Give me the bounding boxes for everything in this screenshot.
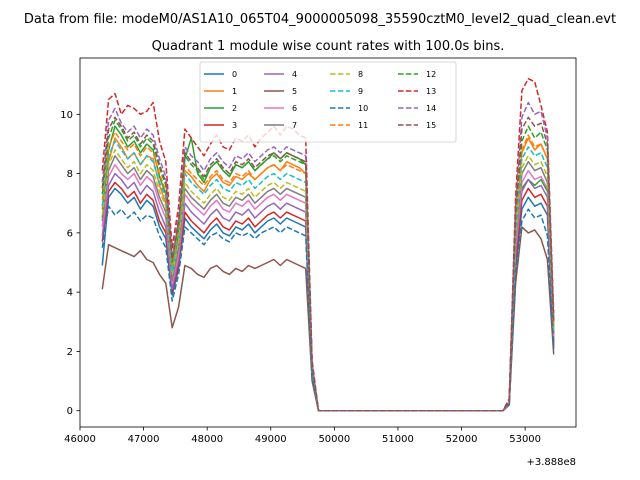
legend-label-8: 8: [358, 70, 363, 79]
x-tick-label: 53000: [509, 434, 541, 445]
legend-label-3: 3: [232, 121, 237, 130]
x-tick-label: 48000: [191, 434, 223, 445]
series-line-8: [101, 149, 555, 412]
series-line-14: [101, 101, 555, 412]
y-axis: 0 2 4 6 8 10: [60, 110, 80, 417]
y-tick-label: 10: [60, 110, 73, 121]
legend-label-10: 10: [358, 104, 368, 113]
legend-label-1: 1: [232, 87, 237, 96]
x-tick-label: 49000: [255, 434, 287, 445]
legend-label-4: 4: [292, 70, 297, 79]
x-tick-label: 50000: [318, 434, 350, 445]
chart-suptitle: Data from file: modeM0/AS1A10_065T04_900…: [24, 12, 616, 27]
y-tick-label: 2: [67, 347, 73, 358]
x-tick-label: 51000: [382, 434, 414, 445]
y-tick-label: 6: [67, 228, 73, 239]
x-tick-label: 52000: [446, 434, 478, 445]
legend-label-9: 9: [358, 87, 363, 96]
legend-label-11: 11: [358, 121, 368, 130]
y-tick-label: 0: [67, 406, 73, 417]
series-line-6: [101, 163, 555, 412]
series-line-15: [101, 116, 555, 412]
legend-label-0: 0: [232, 70, 237, 79]
legend-label-2: 2: [232, 104, 237, 113]
legend-label-13: 13: [426, 87, 436, 96]
y-tick-label: 4: [67, 288, 73, 299]
legend-label-5: 5: [292, 87, 297, 96]
x-tick-label: 47000: [128, 434, 160, 445]
legend-box: [199, 61, 457, 143]
x-offset-label: +3.888e8: [526, 457, 576, 468]
legend-label-15: 15: [426, 121, 436, 130]
chart-title: Quadrant 1 module wise count rates with …: [152, 39, 505, 54]
legend-label-12: 12: [426, 70, 436, 79]
legend-label-6: 6: [292, 104, 297, 113]
y-tick-label: 8: [67, 169, 73, 180]
axes-frame: [79, 57, 577, 428]
legend-label-7: 7: [292, 121, 297, 130]
series-lines: [101, 77, 555, 412]
x-tick-label: 46000: [64, 434, 96, 445]
x-axis: 46000 47000 48000 49000 50000 51000 52000 53000: [64, 427, 541, 445]
legend-label-14: 14: [426, 104, 436, 113]
